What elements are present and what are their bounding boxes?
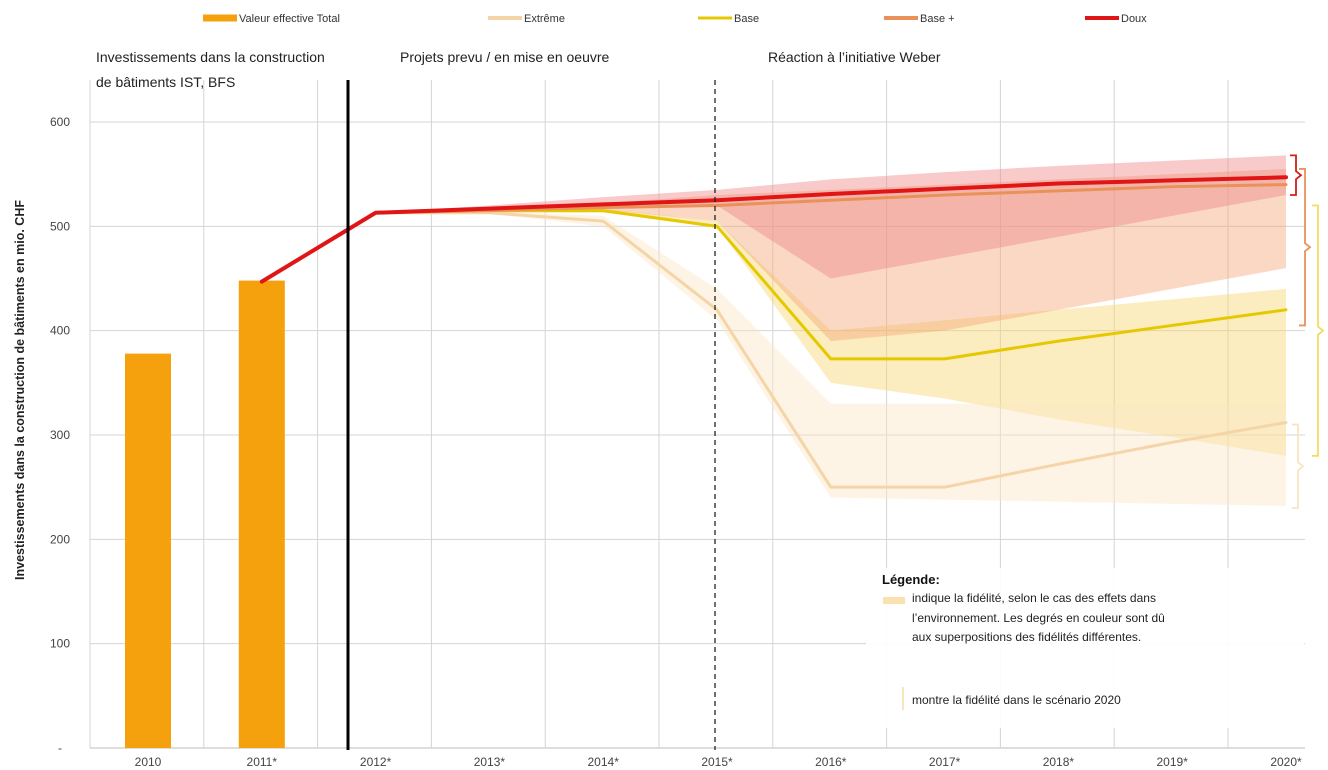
legend-item: Doux xyxy=(1085,13,1147,25)
x-tick-label: 2020* xyxy=(1270,755,1302,769)
bar-2010 xyxy=(125,353,171,748)
legend-label: Extrême xyxy=(524,13,565,25)
line-base- xyxy=(374,183,1288,215)
legend-label: Valeur effective Total xyxy=(239,13,340,25)
band-doux xyxy=(375,155,1287,279)
line-extr-me xyxy=(374,211,1288,489)
legend-note: Légende: indique la fidélité, selon le c… xyxy=(866,568,1304,728)
note-line-3: aux superpositions des fidélités différe… xyxy=(912,630,1141,644)
y-tick-label: 300 xyxy=(50,428,70,442)
section-label-ist: Investissements dans la construction xyxy=(96,49,325,65)
x-tick-label: 2018* xyxy=(1043,755,1075,769)
section-label-ist-line2: de bâtiments IST, BFS xyxy=(96,74,235,90)
y-tick-label-zero: - xyxy=(58,741,62,755)
range-bracket-extreme xyxy=(1292,423,1305,509)
section-dividers xyxy=(346,80,716,750)
band-base xyxy=(375,208,1287,456)
x-tick-label: 2012* xyxy=(360,755,392,769)
note-line-4: montre la fidélité dans le scénario 2020 xyxy=(912,693,1121,707)
y-tick-label: 400 xyxy=(50,324,70,338)
section-label-projects: Projets prevu / en mise en oeuvre xyxy=(400,49,610,65)
band-base- xyxy=(375,168,1287,342)
y-tick-label: 100 xyxy=(50,637,70,651)
legend-item: Base xyxy=(698,13,759,25)
y-tick-label: 600 xyxy=(50,115,70,129)
x-tick-label: 2013* xyxy=(474,755,506,769)
legend-item: Valeur effective Total xyxy=(203,13,340,25)
legend-item: Extrême xyxy=(488,13,565,25)
legend-label: Doux xyxy=(1121,13,1147,25)
bar-2011 xyxy=(238,280,285,748)
range-brackets xyxy=(1290,154,1325,509)
y-tick-label: 200 xyxy=(50,532,70,546)
range-bracket-doux xyxy=(1290,154,1303,196)
legend-label: Base + xyxy=(920,13,955,25)
band-extr-me xyxy=(375,211,1287,506)
series-lines xyxy=(259,175,1288,489)
range-bracket-base xyxy=(1312,204,1325,457)
y-tick-label: 500 xyxy=(50,219,70,233)
legend-label: Base xyxy=(734,13,759,25)
note-title: Légende: xyxy=(882,572,940,587)
x-ticks: 2010 2011* 2012* 2013* 2014* 2015* 2016* 2017* 2… xyxy=(135,755,1302,769)
note-line-1: indique la fidélité, selon le cas des ef… xyxy=(912,591,1156,605)
grid xyxy=(89,80,1305,749)
x-tick-label: 2019* xyxy=(1157,755,1189,769)
y-ticks: 100 200 300 400 500 600 - xyxy=(50,115,70,755)
bars xyxy=(125,280,285,748)
x-tick-label: 2010 xyxy=(135,755,162,769)
x-tick-label: 2011* xyxy=(247,755,278,769)
range-bracket-base-plus xyxy=(1299,168,1312,327)
fidelity-bands xyxy=(375,155,1287,506)
legend-item: Base + xyxy=(884,13,955,25)
x-tick-label: 2014* xyxy=(588,755,620,769)
line-doux xyxy=(259,175,1288,284)
note-line-2: l’environnement. Les degrés en couleur s… xyxy=(912,611,1165,625)
x-tick-label: 2015* xyxy=(701,755,733,769)
x-tick-label: 2016* xyxy=(815,755,847,769)
section-label-weber: Réaction à l’initiative Weber xyxy=(768,49,941,65)
y-axis-label: Investissements dans la construction de … xyxy=(13,200,27,580)
note-band-swatch xyxy=(883,597,905,604)
legend: Valeur effective Total Extrême Base Base + D… xyxy=(203,13,1147,25)
x-tick-label: 2017* xyxy=(929,755,961,769)
